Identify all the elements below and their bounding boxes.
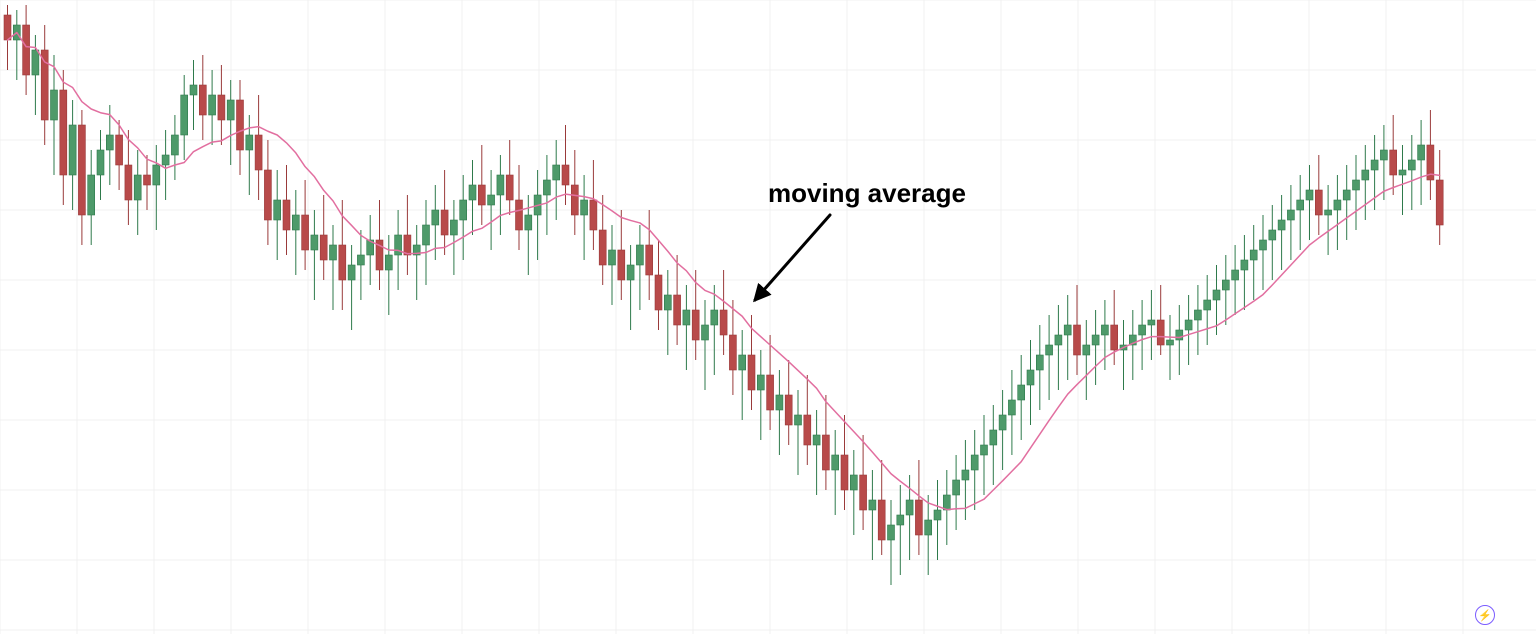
lightning-icon[interactable]: ⚡: [1475, 605, 1495, 625]
chart-canvas: [0, 0, 1536, 634]
moving-average-annotation-label: moving average: [768, 178, 966, 209]
candlestick-chart[interactable]: moving average ⚡: [0, 0, 1536, 634]
lightning-glyph: ⚡: [1478, 609, 1492, 622]
